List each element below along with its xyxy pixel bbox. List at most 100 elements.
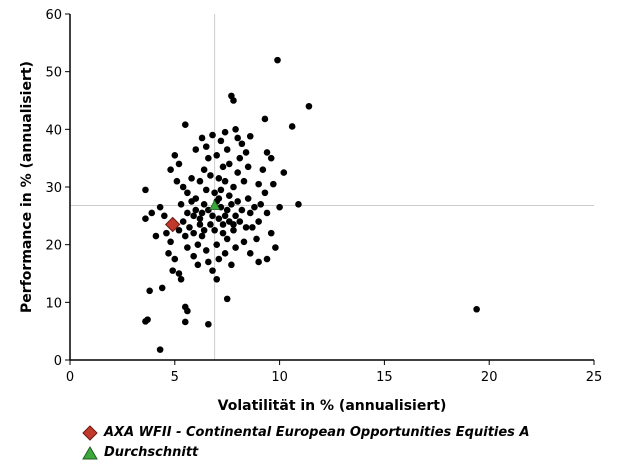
data-point [175, 160, 183, 168]
data-point [261, 115, 269, 123]
data-point [238, 140, 246, 148]
data-point [156, 346, 164, 353]
data-point [198, 209, 206, 217]
data-point [179, 218, 187, 225]
data-point [230, 97, 237, 104]
data-point [207, 221, 214, 228]
data-point [179, 183, 187, 191]
data-point [192, 146, 200, 153]
data-point [473, 305, 480, 313]
y-tick-label: 10 [45, 296, 62, 311]
data-point [225, 160, 233, 168]
data-point [144, 316, 151, 323]
data-point [228, 261, 235, 269]
x-tick-label: 25 [586, 370, 603, 385]
data-point [217, 186, 225, 194]
data-point [194, 261, 202, 269]
y-tick-label: 50 [45, 66, 62, 81]
data-point [213, 275, 221, 283]
data-point [251, 203, 258, 211]
data-point [219, 221, 227, 228]
data-point [219, 163, 227, 171]
data-point [272, 244, 279, 251]
data-point [288, 123, 296, 130]
data-point [190, 212, 197, 220]
data-point [146, 287, 153, 295]
data-point [196, 221, 204, 228]
scatter-chart: 0 5 10 15 20 25 0 10 20 30 40 50 60 Volatilität in %… [19, 8, 603, 414]
data-point [221, 250, 229, 257]
data-point [236, 154, 244, 162]
data-point [194, 241, 202, 248]
x-tick-label: 20 [481, 370, 498, 385]
data-point [295, 201, 302, 208]
data-point [190, 229, 197, 237]
legend: AXA WFII - Continental European Opportun… [82, 423, 530, 463]
legend-label-average: Durchschnitt [104, 445, 199, 460]
data-point [217, 137, 225, 145]
data-point [205, 320, 212, 328]
data-point [267, 154, 275, 162]
data-point [198, 232, 206, 240]
data-point [184, 244, 191, 251]
diamond-marker-icon [82, 425, 98, 441]
data-point [244, 195, 252, 202]
data-point [263, 255, 271, 263]
data-point [202, 247, 210, 254]
y-tick-label: 0 [54, 354, 62, 369]
data-point [171, 151, 179, 159]
data-point [196, 177, 204, 185]
data-point [163, 229, 170, 237]
data-point [202, 143, 210, 150]
data-point [202, 186, 210, 194]
y-tick-label: 30 [45, 181, 62, 196]
data-point [175, 270, 183, 277]
data-point [209, 267, 216, 274]
data-point [171, 255, 179, 263]
data-point [177, 275, 185, 283]
data-point [167, 166, 174, 173]
data-point [215, 255, 223, 263]
data-point [165, 250, 172, 257]
data-point [280, 169, 288, 176]
data-point [240, 238, 248, 246]
data-point [177, 201, 185, 208]
data-point [142, 215, 149, 223]
data-point [230, 221, 237, 228]
legend-label-fund: AXA WFII - Continental European Opportun… [104, 425, 530, 440]
data-point [184, 189, 191, 197]
data-point [205, 258, 212, 266]
x-tick-label: 5 [171, 370, 179, 385]
data-point [142, 186, 149, 194]
average-marker [208, 199, 221, 210]
data-point [213, 151, 221, 159]
data-point [156, 203, 164, 211]
scatter-points [142, 56, 480, 353]
data-point [169, 267, 177, 274]
data-point [184, 307, 191, 315]
data-point [257, 201, 265, 208]
data-point [190, 252, 197, 260]
data-point [259, 166, 267, 173]
data-point [270, 180, 277, 188]
data-point [255, 218, 262, 225]
data-point [223, 146, 231, 153]
data-point [158, 284, 166, 292]
data-point [221, 128, 229, 136]
data-point [244, 163, 252, 171]
data-point [236, 218, 244, 225]
data-point [184, 209, 191, 217]
data-point [181, 318, 189, 326]
data-point [188, 175, 195, 182]
axes [69, 14, 594, 361]
data-point [221, 212, 229, 220]
data-point [232, 126, 239, 133]
x-tick-label: 10 [271, 370, 288, 385]
legend-item-average: Durchschnitt [82, 443, 530, 463]
data-point [240, 177, 248, 185]
data-point [276, 203, 283, 211]
data-point [173, 177, 181, 185]
data-point [207, 172, 214, 179]
data-point [234, 134, 241, 142]
data-point [196, 215, 204, 223]
